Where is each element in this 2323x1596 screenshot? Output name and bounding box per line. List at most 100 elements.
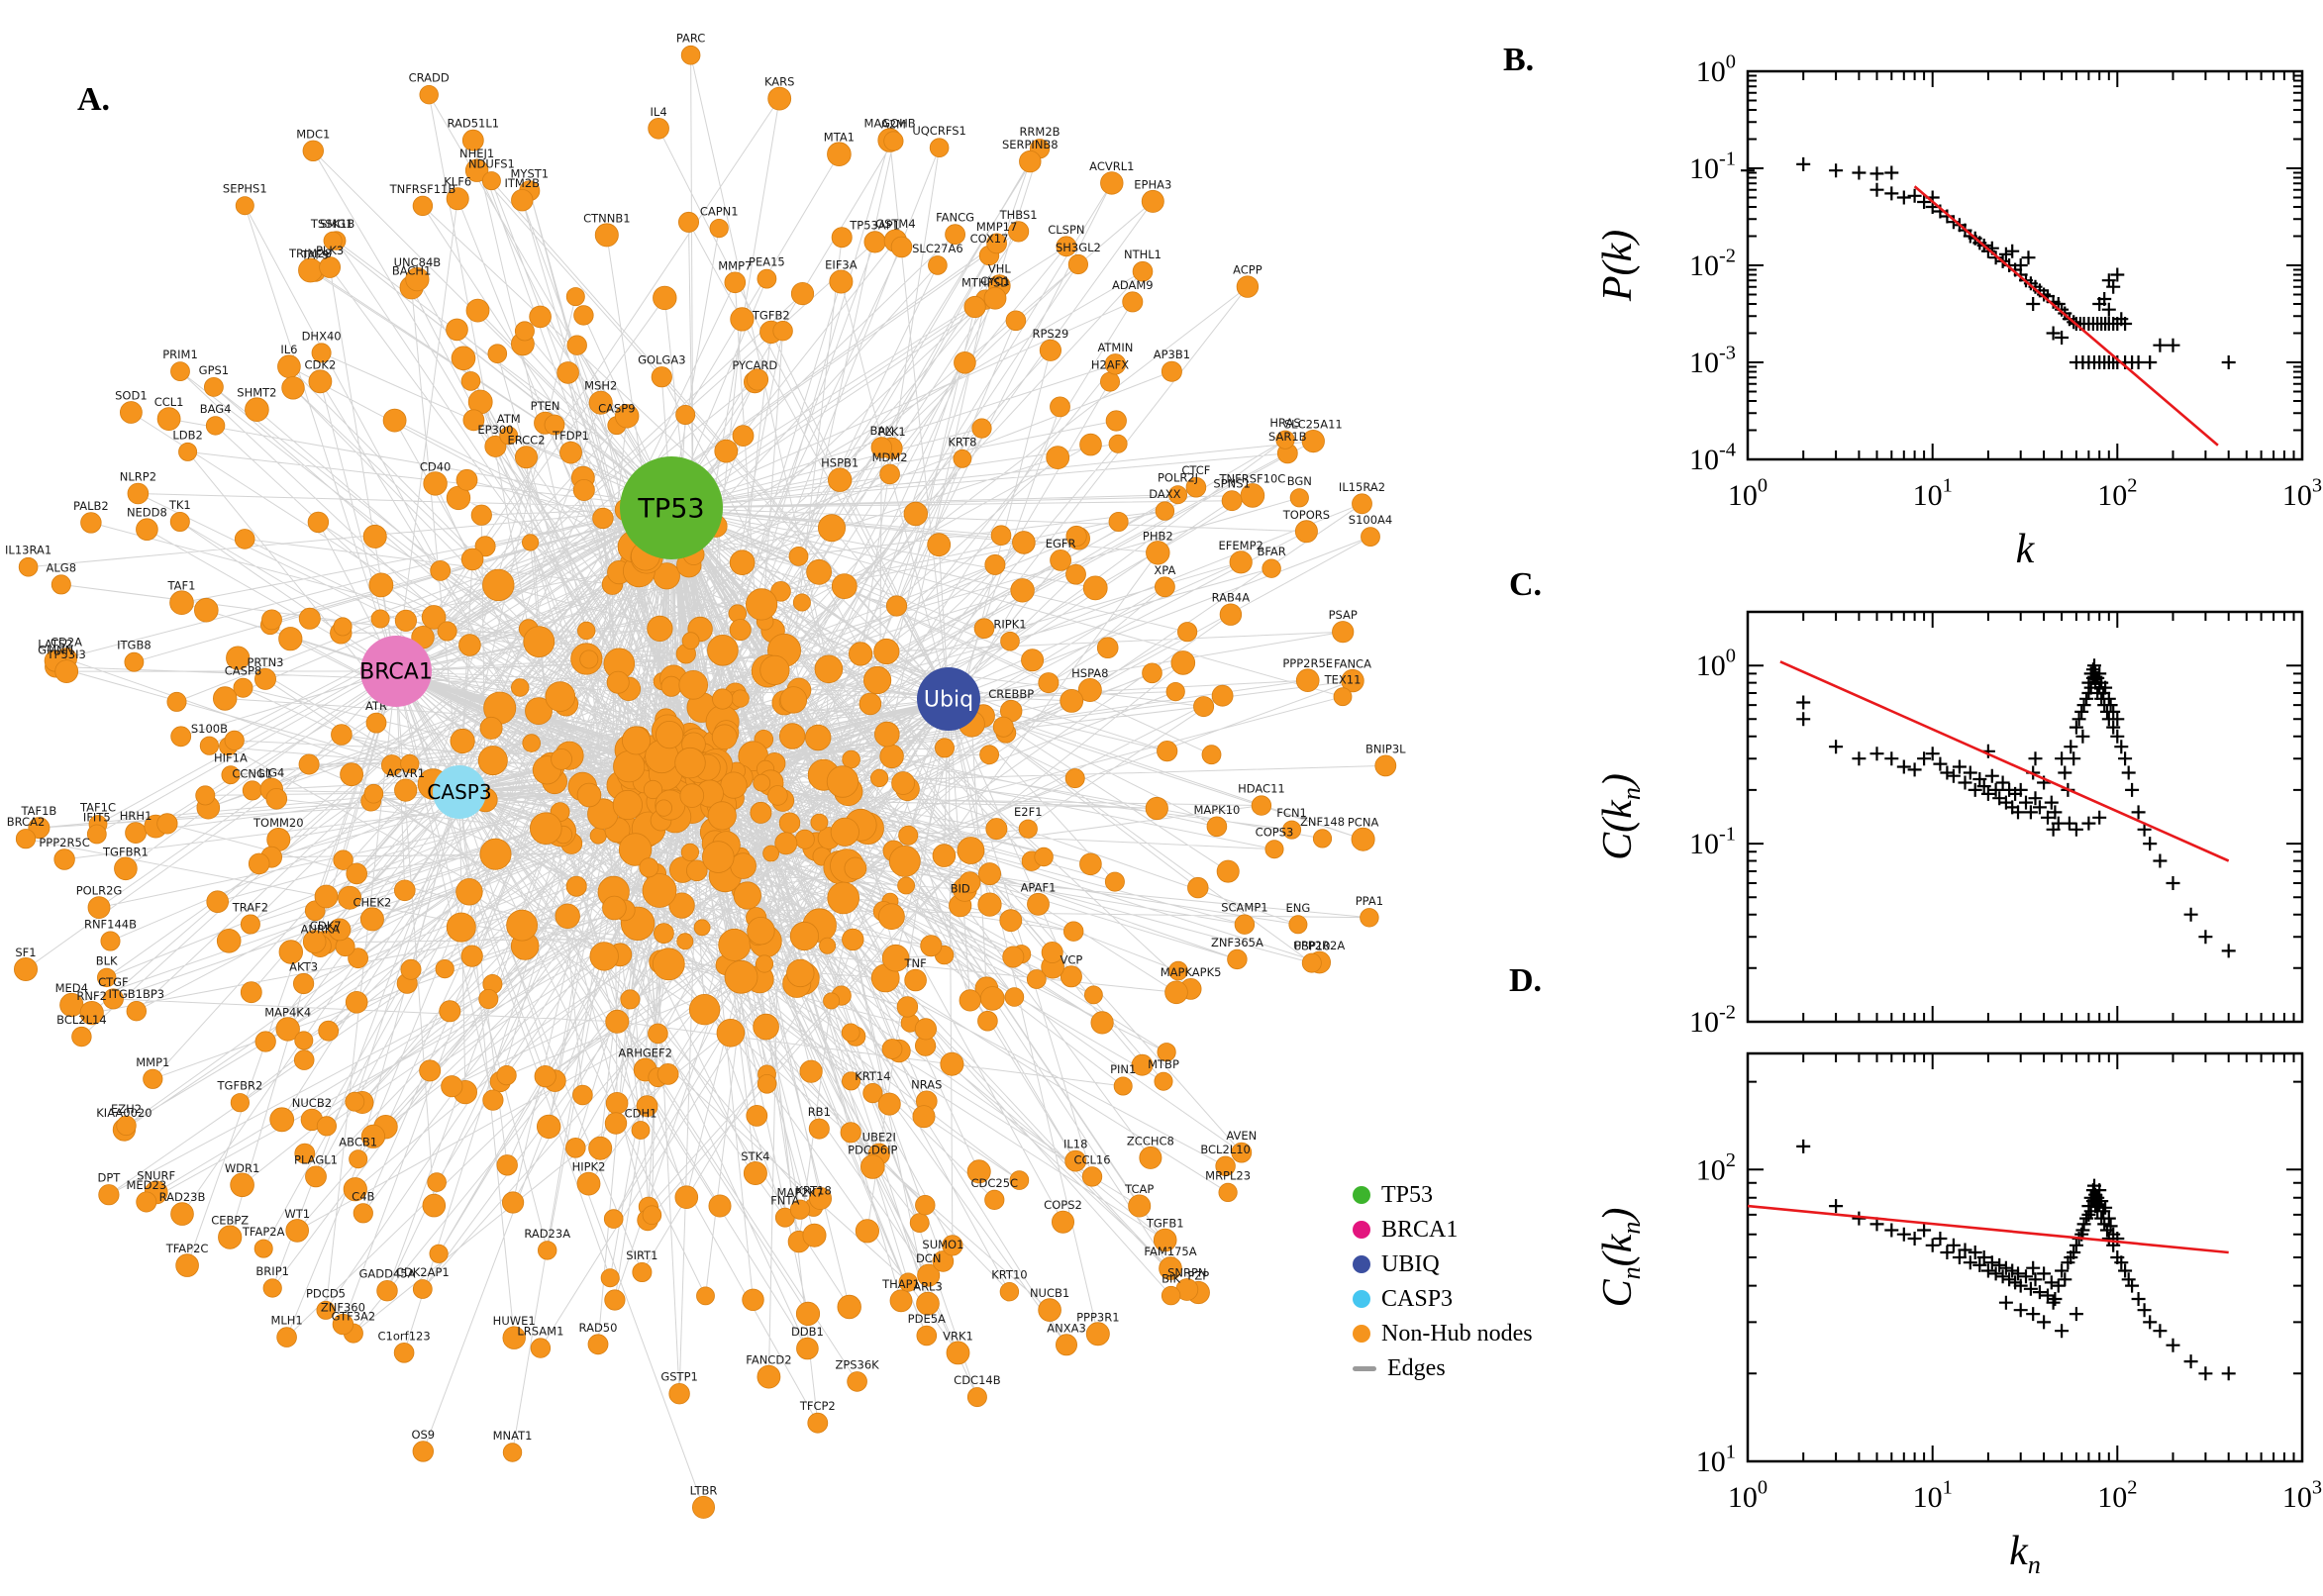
gene-label: SNURF <box>137 1168 175 1182</box>
gene-label: PSAP <box>1329 608 1358 622</box>
gene-label: H2AFX <box>1091 358 1129 372</box>
gene-label: SAR1B <box>1268 430 1307 444</box>
gene-label: NEDD8 <box>127 506 167 520</box>
non-hub-node <box>537 1114 561 1140</box>
non-hub-node <box>1056 236 1077 257</box>
gene-label: WT1 <box>284 1207 310 1221</box>
non-hub-node <box>206 890 230 913</box>
hub-label-brca1: BRCA1 <box>359 660 433 685</box>
gene-label: KARS <box>764 75 795 89</box>
gene-label: DCN <box>916 1251 942 1265</box>
non-hub-node <box>999 909 1023 933</box>
non-hub-node <box>788 547 809 566</box>
non-hub-node <box>576 782 602 808</box>
non-hub-node <box>368 572 394 598</box>
gene-label: CTNNB1 <box>583 211 630 225</box>
gene-label: EP300 <box>477 423 513 437</box>
legend-label-nonhub: Non-Hub nodes <box>1381 1320 1533 1347</box>
non-hub-node <box>254 1031 276 1052</box>
non-hub-node <box>245 397 269 423</box>
non-hub-node <box>1012 531 1036 554</box>
non-hub-node <box>963 295 986 319</box>
tick-label: 10-2 <box>1689 246 1736 283</box>
non-hub-node <box>730 307 755 332</box>
non-hub-node <box>170 1202 194 1226</box>
non-hub-node <box>511 678 530 697</box>
non-hub-node <box>455 878 483 906</box>
non-hub-node <box>1236 275 1260 298</box>
non-hub-node <box>973 618 995 639</box>
non-hub-node <box>1052 1210 1075 1234</box>
non-hub-node <box>898 825 919 846</box>
gene-label: ZPS36K <box>835 1357 879 1371</box>
non-hub-node <box>435 958 454 979</box>
non-hub-node <box>195 785 216 806</box>
gene-label: MAPKAPK5 <box>1161 965 1222 979</box>
non-hub-node <box>365 712 387 734</box>
non-hub-node <box>333 849 354 870</box>
non-hub-node <box>753 1013 779 1041</box>
non-hub-node <box>1155 576 1175 598</box>
non-hub-node <box>275 1017 300 1042</box>
non-hub-node <box>422 1193 447 1218</box>
non-hub-node <box>1187 876 1209 899</box>
non-hub-node <box>1168 485 1188 505</box>
non-hub-node <box>1027 892 1050 916</box>
non-hub-node <box>13 957 39 982</box>
non-hub-node <box>579 649 599 669</box>
non-hub-node <box>942 1235 963 1256</box>
gene-label: MED23 <box>126 1178 166 1192</box>
gene-label: RIPK1 <box>993 618 1026 632</box>
non-hub-node <box>496 1154 518 1176</box>
gene-label: TK1 <box>168 498 191 512</box>
gene-label: CDH1 <box>625 1107 657 1121</box>
gene-label: STK4 <box>741 1149 769 1163</box>
gene-label: BIK <box>1162 1272 1180 1286</box>
non-hub-node <box>261 609 282 631</box>
gene-label: MNAT1 <box>493 1429 533 1443</box>
non-hub-node <box>810 813 829 832</box>
y-axis-title: C(kn) <box>1595 773 1646 860</box>
legend-label-brca1: BRCA1 <box>1381 1216 1459 1243</box>
non-hub-node <box>805 724 832 751</box>
gene-label: HIF1A <box>214 751 248 765</box>
non-hub-node <box>881 944 910 972</box>
gene-label: MMP17 <box>976 220 1017 234</box>
non-hub-node <box>631 1121 651 1140</box>
non-hub-node <box>807 1412 829 1434</box>
non-hub-node <box>655 720 684 749</box>
gene-label: CD40 <box>420 459 452 473</box>
gene-label: BNIP3L <box>1365 742 1406 755</box>
gene-label: S100A4 <box>1349 513 1392 527</box>
gene-label: RB1 <box>808 1105 831 1119</box>
non-hub-node <box>1282 820 1302 840</box>
network-nodes <box>13 45 1397 1519</box>
gene-label: E2F1 <box>1014 805 1043 819</box>
gene-label: MYST1 <box>511 167 550 181</box>
non-hub-node <box>262 1278 282 1298</box>
gene-label: BID <box>951 882 970 896</box>
gene-label: TOMM20 <box>252 816 304 830</box>
non-hub-node <box>439 1000 461 1023</box>
gene-label: TFAP2C <box>165 1242 209 1255</box>
non-hub-node <box>502 1326 526 1349</box>
gene-label: PARC <box>676 32 706 46</box>
non-hub-node <box>1231 1142 1253 1163</box>
non-hub-node <box>742 1288 764 1312</box>
non-hub-node <box>1084 985 1103 1005</box>
gene-label: RAB4A <box>1212 591 1251 605</box>
non-hub-node <box>265 787 288 810</box>
non-hub-node <box>799 1059 823 1083</box>
non-hub-node <box>1301 952 1322 973</box>
gene-label: ZCCHC8 <box>1127 1134 1174 1147</box>
gene-label: OS9 <box>411 1428 435 1442</box>
gene-label: CYC1 <box>980 274 1010 288</box>
gene-label: LIG4 <box>258 765 284 779</box>
non-hub-node <box>80 512 102 534</box>
gene-label: PLK1 <box>877 425 905 439</box>
non-hub-node <box>714 439 739 463</box>
gene-label: CEBPZ <box>211 1214 249 1228</box>
non-hub-node <box>1170 650 1196 675</box>
non-hub-node <box>1108 434 1128 453</box>
